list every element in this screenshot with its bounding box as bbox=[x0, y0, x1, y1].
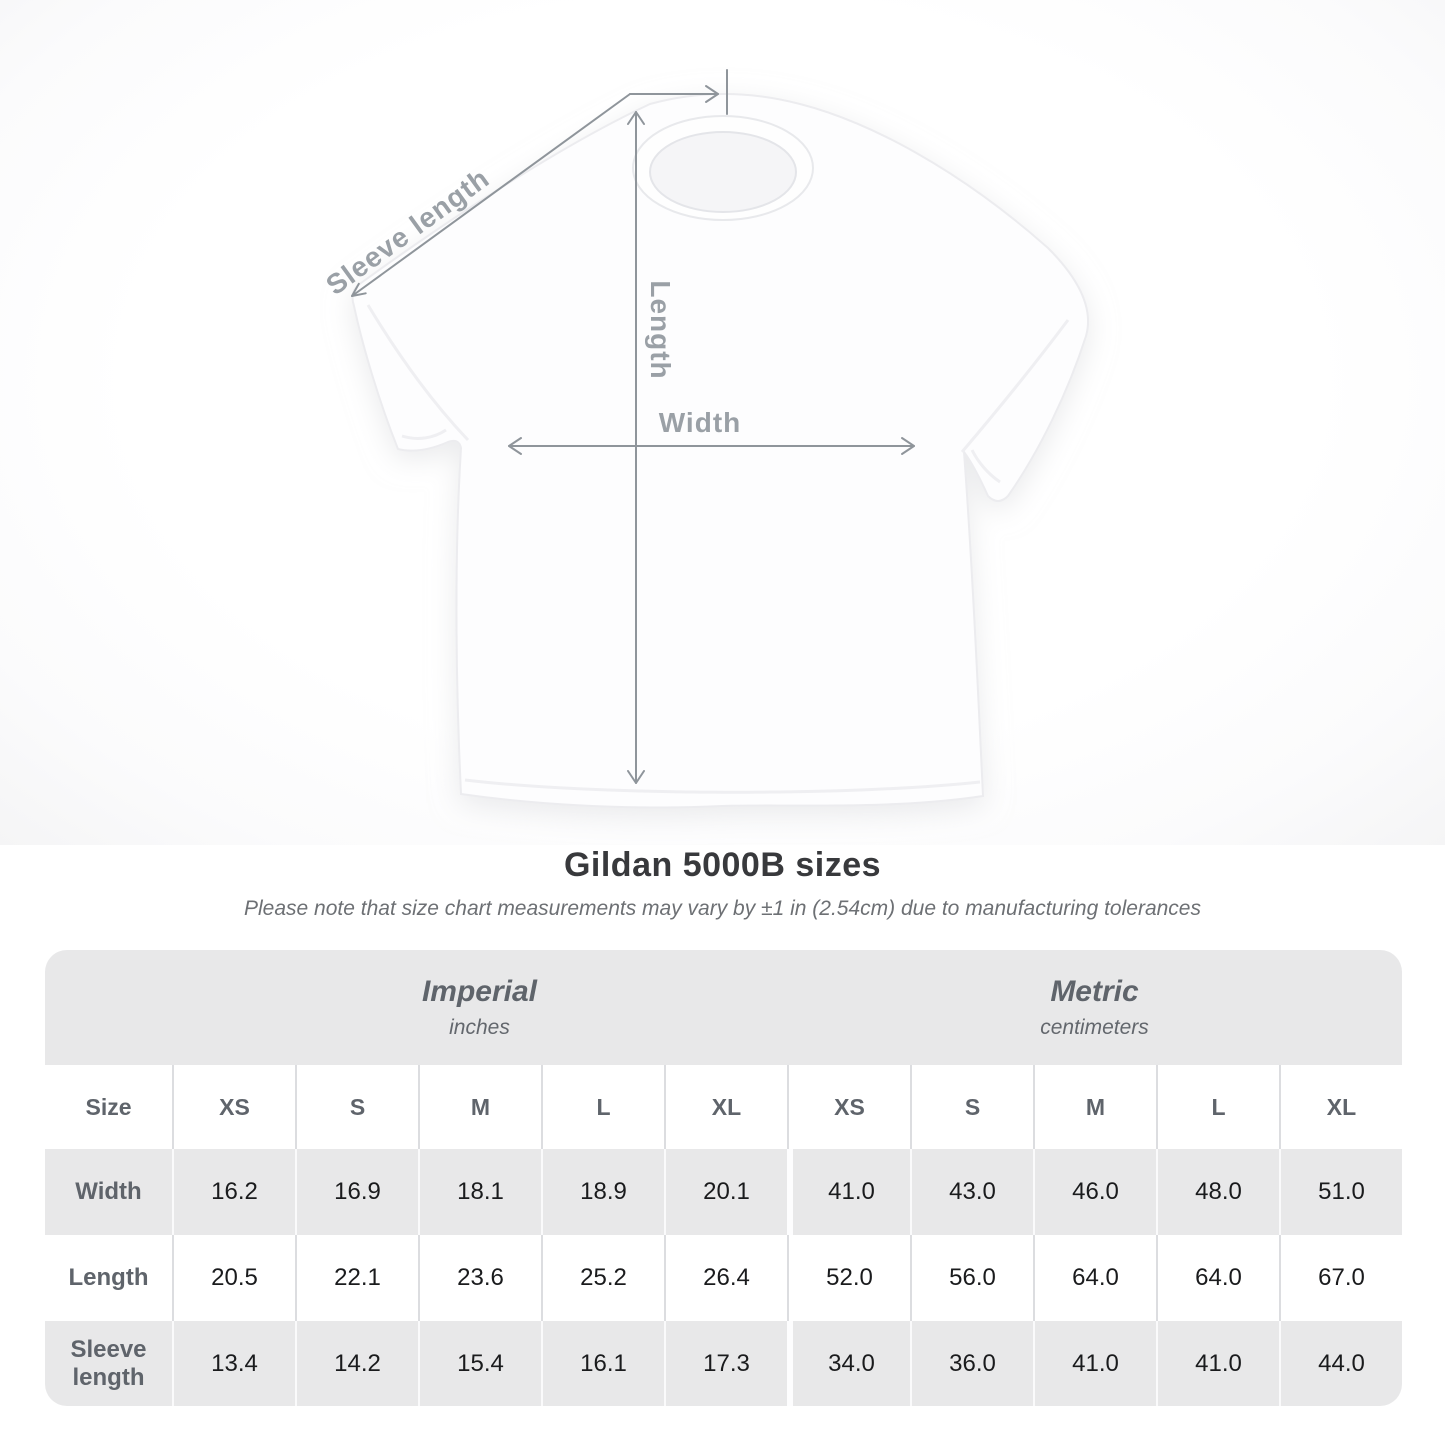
size-value-cell: 16.2 bbox=[172, 1149, 295, 1235]
size-value-cell: 41.0 bbox=[787, 1149, 910, 1235]
size-value-cell: 51.0 bbox=[1279, 1149, 1402, 1235]
row-label: Length bbox=[68, 1264, 149, 1291]
size-col-header: L bbox=[1156, 1065, 1279, 1149]
size-value-cell: 43.0 bbox=[910, 1149, 1033, 1235]
size-col-header: L bbox=[541, 1065, 664, 1149]
size-value-cell: 22.1 bbox=[295, 1235, 418, 1321]
tshirt-seams bbox=[366, 304, 1070, 794]
unit-group-metric: Metric centimeters bbox=[787, 950, 1402, 1065]
title-block: Gildan 5000B sizes Please note that size… bbox=[0, 846, 1445, 921]
metric-unit: centimeters bbox=[1040, 1016, 1149, 1039]
size-value-cell: 64.0 bbox=[1033, 1235, 1156, 1321]
size-table-grid: Size XS S M L XL XS S M L XL Width 16.2 16.9 18.1 18.9 2… bbox=[45, 1065, 1402, 1406]
size-col-header: M bbox=[418, 1065, 541, 1149]
size-col-header: M bbox=[1033, 1065, 1156, 1149]
size-value-cell: 16.9 bbox=[295, 1149, 418, 1235]
length-label: Length bbox=[645, 280, 676, 380]
length-arrow bbox=[627, 111, 645, 784]
size-value-cell: 20.1 bbox=[664, 1149, 787, 1235]
size-value-cell: 20.5 bbox=[172, 1235, 295, 1321]
row-label: Sleeve length bbox=[70, 1335, 147, 1391]
measurement-row: Length 20.5 22.1 23.6 25.2 26.4 52.0 56.0 64.0 64… bbox=[45, 1235, 1402, 1321]
tshirt-diagram: Sleeve length Length Width bbox=[0, 0, 1445, 845]
size-chart-title: Gildan 5000B sizes bbox=[563, 846, 882, 884]
size-table: Imperial inches Metric centimeters Size X… bbox=[45, 950, 1402, 1406]
size-value-cell: 15.4 bbox=[418, 1321, 541, 1406]
size-value-cell: 64.0 bbox=[1156, 1235, 1279, 1321]
size-value-cell: 23.6 bbox=[418, 1235, 541, 1321]
size-col-header: XL bbox=[664, 1065, 787, 1149]
size-value-cell: 18.9 bbox=[541, 1149, 664, 1235]
unit-header-row: Imperial inches Metric centimeters bbox=[45, 950, 1402, 1065]
size-value-cell: 18.1 bbox=[418, 1149, 541, 1235]
width-arrow bbox=[508, 437, 915, 455]
width-label: Width bbox=[658, 407, 742, 438]
size-value-cell: 14.2 bbox=[295, 1321, 418, 1406]
sleeve-length-arrow bbox=[351, 69, 728, 297]
size-corner-label: Size bbox=[85, 1093, 132, 1120]
size-chart-note: Please note that size chart measurements… bbox=[244, 897, 1201, 920]
size-value-cell: 44.0 bbox=[1279, 1321, 1402, 1406]
metric-label: Metric bbox=[1050, 975, 1139, 1008]
size-value-cell: 46.0 bbox=[1033, 1149, 1156, 1235]
imperial-label: Imperial bbox=[421, 975, 538, 1008]
size-value-cell: 67.0 bbox=[1279, 1235, 1402, 1321]
imperial-unit: inches bbox=[449, 1016, 510, 1039]
size-value-cell: 56.0 bbox=[910, 1235, 1033, 1321]
unit-group-imperial: Imperial inches bbox=[172, 950, 787, 1065]
size-value-cell: 26.4 bbox=[664, 1235, 787, 1321]
size-value-cell: 17.3 bbox=[664, 1321, 787, 1406]
size-value-cell: 48.0 bbox=[1156, 1149, 1279, 1235]
measurement-row: Sleeve length 13.4 14.2 15.4 16.1 17.3 34.0 36.… bbox=[45, 1321, 1402, 1406]
corner-spacer bbox=[45, 950, 172, 1065]
size-value-cell: 41.0 bbox=[1033, 1321, 1156, 1406]
size-value-cell: 34.0 bbox=[787, 1321, 910, 1406]
size-col-header: S bbox=[910, 1065, 1033, 1149]
tshirt-illustration bbox=[351, 69, 1090, 809]
row-label: Width bbox=[75, 1178, 142, 1205]
tshirt-collar bbox=[632, 115, 814, 221]
size-header-row: Size XS S M L XL XS S M L XL bbox=[45, 1065, 1402, 1149]
size-value-cell: 52.0 bbox=[787, 1235, 910, 1321]
tshirt-body bbox=[351, 93, 1090, 809]
measurement-row: Width 16.2 16.9 18.1 18.9 20.1 41.0 43.0 46.0 48.… bbox=[45, 1149, 1402, 1235]
size-col-header: XL bbox=[1279, 1065, 1402, 1149]
size-col-header: XS bbox=[172, 1065, 295, 1149]
size-value-cell: 41.0 bbox=[1156, 1321, 1279, 1406]
size-value-cell: 36.0 bbox=[910, 1321, 1033, 1406]
size-col-header: XS bbox=[787, 1065, 910, 1149]
size-value-cell: 13.4 bbox=[172, 1321, 295, 1406]
size-value-cell: 25.2 bbox=[541, 1235, 664, 1321]
size-col-header: S bbox=[295, 1065, 418, 1149]
size-value-cell: 16.1 bbox=[541, 1321, 664, 1406]
